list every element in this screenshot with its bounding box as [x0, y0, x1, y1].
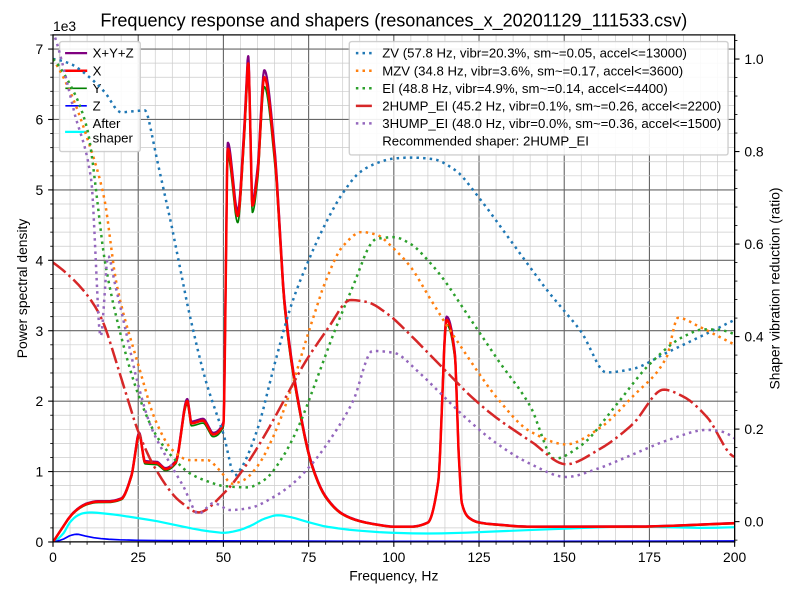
svg-text:0.2: 0.2 — [744, 421, 764, 437]
svg-text:0.6: 0.6 — [744, 236, 764, 252]
svg-text:0: 0 — [49, 549, 57, 565]
svg-text:Z: Z — [93, 98, 101, 113]
svg-text:50: 50 — [216, 549, 232, 565]
svg-text:MZV (34.8 Hz, vibr=3.6%, sm~=0: MZV (34.8 Hz, vibr=3.6%, sm~=0.17, accel… — [382, 63, 683, 78]
svg-text:7: 7 — [36, 41, 44, 57]
svg-text:EI (48.8 Hz, vibr=4.9%, sm~=0.: EI (48.8 Hz, vibr=4.9%, sm~=0.14, accel<… — [382, 81, 668, 96]
svg-text:200: 200 — [723, 549, 746, 565]
svg-text:After: After — [93, 116, 121, 131]
svg-text:Shaper vibration reduction (ra: Shaper vibration reduction (ratio) — [766, 187, 782, 389]
svg-text:ZV (57.8 Hz, vibr=20.3%, sm~=0: ZV (57.8 Hz, vibr=20.3%, sm~=0.05, accel… — [382, 46, 687, 61]
svg-text:2HUMP_EI (45.2 Hz, vibr=0.1%,: 2HUMP_EI (45.2 Hz, vibr=0.1%, sm~=0.26, … — [382, 98, 721, 113]
svg-text:0.4: 0.4 — [744, 329, 764, 345]
svg-text:4: 4 — [36, 252, 44, 268]
svg-text:1: 1 — [36, 464, 44, 480]
svg-text:125: 125 — [467, 549, 490, 565]
svg-text:0.0: 0.0 — [744, 514, 764, 530]
svg-text:X+Y+Z: X+Y+Z — [93, 46, 134, 61]
svg-text:75: 75 — [301, 549, 317, 565]
svg-text:shaper: shaper — [93, 130, 134, 145]
svg-text:1e3: 1e3 — [53, 18, 76, 34]
svg-text:X: X — [93, 63, 102, 78]
svg-text:Y: Y — [93, 81, 102, 96]
svg-text:3HUMP_EI (48.0 Hz, vibr=0.0%,: 3HUMP_EI (48.0 Hz, vibr=0.0%, sm~=0.36, … — [382, 116, 721, 131]
svg-text:3: 3 — [36, 323, 44, 339]
svg-text:175: 175 — [638, 549, 661, 565]
svg-text:2: 2 — [36, 393, 44, 409]
svg-text:1.0: 1.0 — [744, 51, 764, 67]
svg-text:0: 0 — [36, 534, 44, 550]
svg-text:Frequency response and shapers: Frequency response and shapers (resonanc… — [100, 11, 687, 32]
svg-text:6: 6 — [36, 112, 44, 128]
svg-text:100: 100 — [382, 549, 405, 565]
svg-text:25: 25 — [130, 549, 146, 565]
svg-text:150: 150 — [553, 549, 576, 565]
svg-text:5: 5 — [36, 182, 44, 198]
svg-text:Power spectral density: Power spectral density — [14, 219, 30, 359]
svg-text:Frequency, Hz: Frequency, Hz — [349, 567, 438, 583]
svg-text:0.8: 0.8 — [744, 144, 764, 160]
svg-text:Recommended shaper: 2HUMP_EI: Recommended shaper: 2HUMP_EI — [382, 134, 589, 149]
